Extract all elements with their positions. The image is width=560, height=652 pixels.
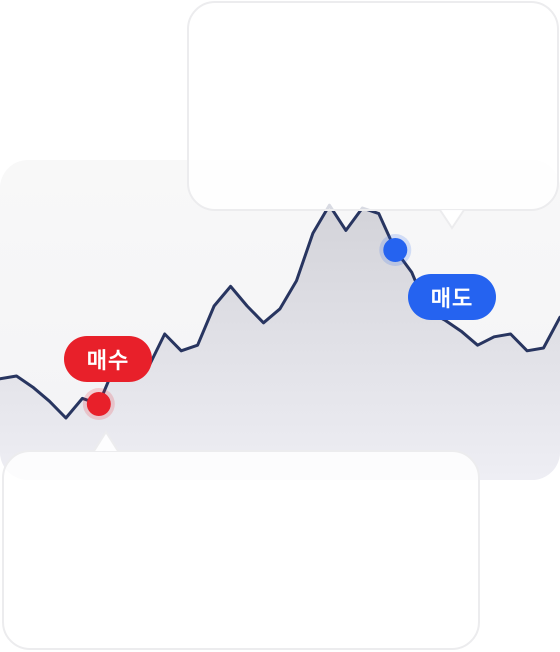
buy-info-card bbox=[2, 450, 480, 650]
sell-info-card bbox=[187, 1, 559, 211]
sell-point-marker bbox=[383, 238, 408, 262]
buy-point-marker bbox=[86, 392, 111, 416]
buy-badge: 매수 bbox=[64, 336, 152, 382]
sell-badge: 매도 bbox=[408, 274, 496, 320]
price-area bbox=[0, 205, 560, 480]
